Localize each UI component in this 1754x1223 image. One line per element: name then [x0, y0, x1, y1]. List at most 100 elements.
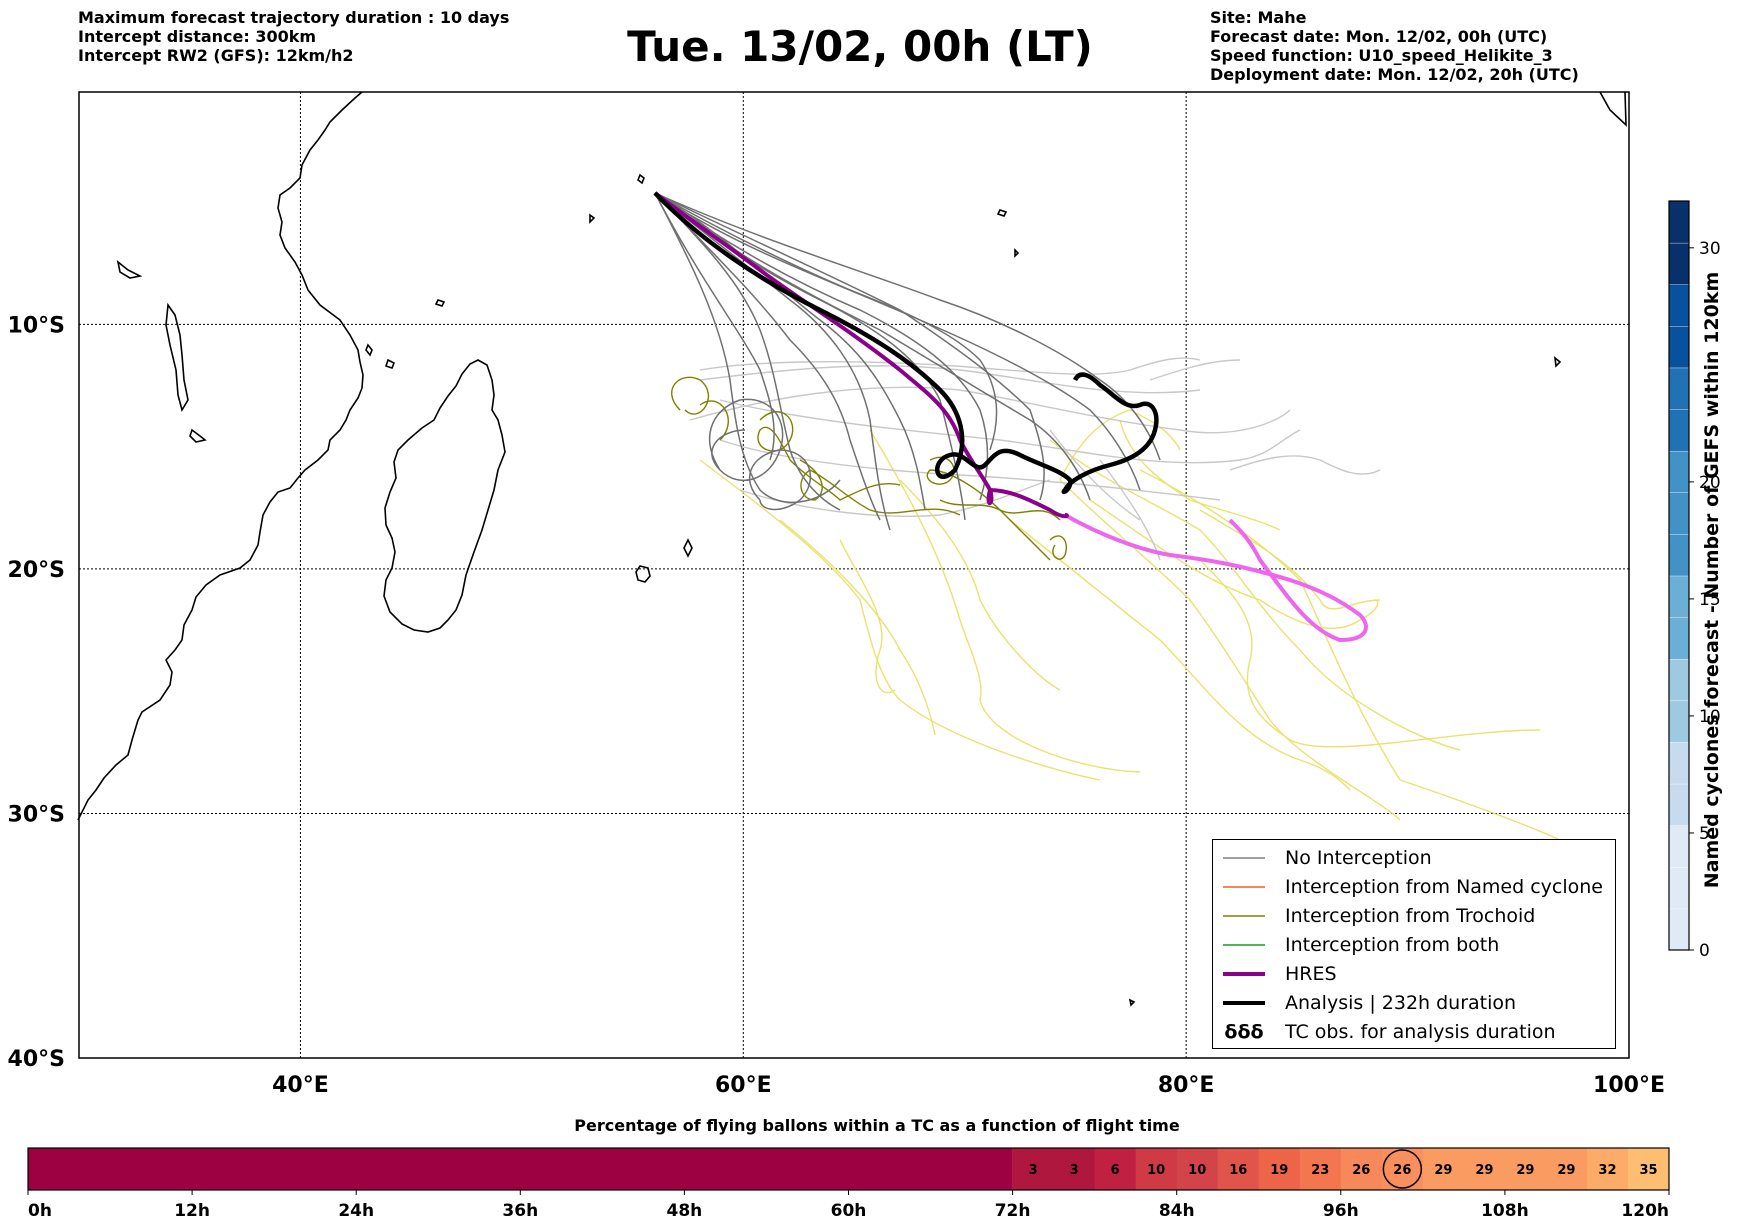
lon-tick-label: 100°E — [1593, 1073, 1665, 1098]
percentage-bar: 3 3 6 10 10 16 19 23 26 26 29 29 29 29 32 35 0h 12h 24h 36h… — [27, 1147, 1670, 1221]
pct-cell — [1217, 1148, 1260, 1190]
africa-coast — [77, 91, 364, 821]
reunion — [683, 538, 693, 558]
legend-swatch — [1223, 884, 1265, 890]
australia-corner — [1599, 91, 1627, 127]
pct-cell — [1258, 1148, 1301, 1190]
pct-tick-label: 24h — [338, 1201, 374, 1221]
legend-label: Analysis | 232h duration — [1285, 992, 1517, 1014]
legend-item-named-cyclone: Interception from Named cyclone — [1223, 873, 1603, 901]
analysis-trajectory — [653, 191, 1159, 495]
legend-swatch — [1223, 1000, 1265, 1006]
colorbar-segment — [1668, 367, 1690, 410]
header-left-info: Maximum forecast trajectory duration : 1… — [78, 8, 509, 65]
pct-cell-label: 3 — [1070, 1163, 1079, 1178]
island-7 — [116, 260, 143, 279]
pct-cell-label: 16 — [1229, 1163, 1247, 1178]
trajectories-lightgray — [689, 357, 1381, 561]
island-5 — [434, 299, 446, 307]
trajectories — [653, 191, 1561, 841]
pct-tick-label: 36h — [502, 1201, 538, 1221]
pct-tick-label: 0h — [28, 1201, 52, 1221]
pct-cell-label: 19 — [1270, 1163, 1288, 1178]
lat-tick-label: 20°S — [8, 558, 65, 583]
lake-2 — [189, 428, 207, 443]
lat-tick-labels: 10°S 20°S 30°S 40°S — [8, 313, 65, 1072]
legend-label: HRES — [1285, 963, 1337, 985]
legend-item-tc-obs: δδδ TC obs. for analysis duration — [1223, 1018, 1555, 1046]
legend-item-no-interception: No Interception — [1223, 844, 1432, 872]
map-frame — [78, 91, 1630, 1059]
pct-tick-label: 84h — [1159, 1201, 1195, 1221]
colorbar-segment — [1668, 908, 1690, 951]
pct-tick-label: 48h — [667, 1201, 703, 1221]
colorbar-segment — [1668, 242, 1690, 285]
legend-item-trochoid: Interception from Trochoid — [1223, 902, 1535, 930]
trajectories-yellow — [699, 409, 1561, 841]
island-1 — [996, 209, 1008, 217]
pct-cell-label: 10 — [1188, 1163, 1206, 1178]
legend-swatch — [1223, 855, 1265, 861]
header-site: Site: Mahe — [1210, 8, 1307, 27]
colorbar-tick-label: 15 — [1699, 590, 1721, 610]
pct-cell — [1176, 1148, 1219, 1190]
legend-swatch — [1223, 971, 1265, 977]
pct-cell-label: 23 — [1311, 1163, 1329, 1178]
legend-swatch — [1223, 942, 1265, 948]
hres-trajectory — [653, 191, 1069, 519]
colorbar-segment — [1668, 741, 1690, 785]
header-duration: Maximum forecast trajectory duration : 1… — [78, 8, 510, 27]
pct-cell-label: 6 — [1111, 1163, 1120, 1178]
colorbar-segment — [1668, 575, 1690, 618]
pct-tick-label: 12h — [174, 1201, 210, 1221]
lake-outline — [165, 302, 189, 413]
pct-cell-label: 29 — [1434, 1163, 1452, 1178]
pct-tick-label: 108h — [1481, 1201, 1529, 1221]
colorbar-segment — [1668, 533, 1690, 577]
legend: No Interception Interception from Named … — [1212, 839, 1616, 1049]
colorbar-segment — [1668, 492, 1690, 535]
header-intercept-distance: Intercept distance: 300km — [78, 27, 317, 46]
colorbar-tick-label: 10 — [1699, 707, 1721, 727]
lon-tick-label: 80°E — [1158, 1073, 1215, 1098]
pct-cell — [1422, 1148, 1465, 1190]
colorbar-segment — [1668, 866, 1690, 910]
legend-label: No Interception — [1285, 847, 1432, 869]
legend-swatch — [1223, 913, 1265, 919]
colorbar-segment — [1668, 408, 1690, 452]
lat-tick-label: 40°S — [8, 1047, 65, 1072]
gridlines — [79, 92, 1629, 1058]
pct-cell-label: 29 — [1475, 1163, 1493, 1178]
pct-cell — [1012, 1148, 1055, 1190]
island-4 — [1128, 998, 1136, 1007]
colorbar-segment — [1668, 200, 1690, 244]
colorbar-segment — [1668, 658, 1690, 702]
pct-tick-label: 120h — [1621, 1201, 1669, 1221]
header-forecast-date: Forecast date: Mon. 12/02, 00h (UTC) — [1210, 27, 1548, 46]
pct-cell-label: 10 — [1147, 1163, 1165, 1178]
pct-cell — [1545, 1148, 1588, 1190]
trajectories-olive — [671, 376, 1067, 561]
header-speed-function: Speed function: U10_speed_Helikite_3 — [1210, 46, 1553, 65]
lon-tick-label: 40°E — [272, 1073, 329, 1098]
colorbar-segment — [1668, 824, 1690, 868]
header-intercept-rw2: Intercept RW2 (GFS): 12km/h2 — [78, 46, 354, 65]
legend-label: Interception from Named cyclone — [1285, 876, 1603, 898]
colorbar-segment — [1668, 616, 1690, 660]
seychelles — [637, 173, 645, 185]
colorbar-tick-label: 0 — [1699, 941, 1710, 961]
island-2 — [1014, 248, 1020, 258]
colorbar: 0 5 10 15 20 30 — [1668, 200, 1721, 961]
hres-extension — [1064, 513, 1368, 643]
pct-cell — [1340, 1148, 1383, 1190]
legend-item-analysis: Analysis | 232h duration — [1223, 989, 1516, 1017]
lat-tick-label: 10°S — [8, 313, 65, 338]
header-right-info: Site: Mahe Forecast date: Mon. 12/02, 00… — [1210, 8, 1579, 84]
colorbar-frame — [1668, 200, 1690, 951]
pct-cell — [1504, 1148, 1547, 1190]
pct-tick-label: 60h — [831, 1201, 867, 1221]
colorbar-segment — [1668, 783, 1690, 826]
pct-tick-label: 72h — [995, 1201, 1031, 1221]
legend-item-hres: HRES — [1223, 960, 1337, 988]
